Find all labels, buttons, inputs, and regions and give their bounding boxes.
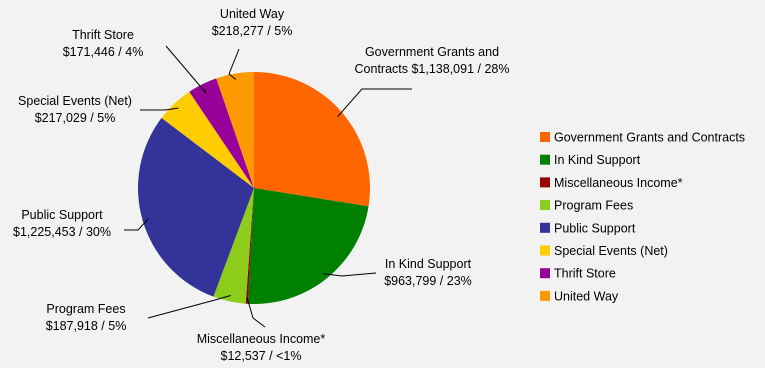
slice-thrift-store: [189, 78, 254, 188]
data-label-special-events-net: Special Events (Net) $217,029 / 5%: [18, 94, 132, 125]
data-label-miscellaneous-income: Miscellaneous Income* $12,537 / <1%: [197, 332, 326, 363]
data-label-public-support: Public Support $1,225,453 / 30%: [13, 208, 111, 239]
leader-line-government-grants-and-contracts: [337, 88, 412, 117]
legend-label-miscellaneous-income: Miscellaneous Income*: [554, 176, 683, 190]
data-label-united-way: United Way $218,277 / 5%: [212, 7, 293, 38]
slice-government-grants-and-contracts: [254, 72, 370, 207]
legend-label-public-support: Public Support: [554, 221, 636, 235]
legend-swatch-program-fees: [540, 200, 550, 211]
data-label-program-fees: Program Fees $187,918 / 5%: [46, 302, 127, 333]
legend-swatch-public-support: [540, 222, 550, 233]
legend-label-government-grants-and-contracts: Government Grants and Contracts: [554, 131, 745, 145]
leader-line-special-events-net: [140, 107, 179, 111]
data-labels: Government Grants and Contracts $1,138,09…: [13, 7, 509, 363]
slice-miscellaneous-income: [245, 188, 254, 304]
slice-program-fees: [213, 188, 254, 304]
legend-swatch-in-kind-support: [540, 154, 550, 165]
legend-swatch-government-grants-and-contracts: [540, 132, 550, 142]
legend-swatch-thrift-store: [540, 268, 550, 279]
legend-label-thrift-store: Thrift Store: [554, 267, 616, 281]
pie-slices: [138, 72, 370, 305]
leader-line-united-way: [228, 48, 240, 80]
leader-line-program-fees: [147, 295, 231, 319]
slice-special-events-net: [161, 91, 254, 188]
legend-label-program-fees: Program Fees: [554, 199, 633, 213]
legend: Government Grants and Contracts In Kind S…: [540, 131, 745, 303]
data-label-thrift-store: Thrift Store $171,446 / 4%: [63, 28, 144, 59]
data-label-government-grants-and-contracts: Government Grants and Contracts $1,138,09…: [355, 45, 510, 76]
legend-label-special-events-net: Special Events (Net): [554, 244, 668, 258]
legend-swatch-special-events-net: [540, 245, 550, 256]
legend-label-united-way: United Way: [554, 289, 619, 303]
leader-lines: [124, 45, 412, 328]
leader-line-thrift-store: [165, 45, 207, 94]
slice-in-kind-support: [247, 188, 369, 305]
legend-label-in-kind-support: In Kind Support: [554, 153, 641, 167]
slice-public-support: [138, 117, 254, 297]
data-label-in-kind-support: In Kind Support $963,799 / 23%: [384, 257, 472, 288]
leader-line-in-kind-support: [323, 272, 377, 277]
leader-line-miscellaneous-income: [246, 297, 266, 328]
leader-line-public-support: [124, 218, 149, 231]
legend-swatch-miscellaneous-income: [540, 177, 550, 188]
legend-swatch-united-way: [540, 290, 550, 301]
slice-united-way: [216, 72, 254, 188]
